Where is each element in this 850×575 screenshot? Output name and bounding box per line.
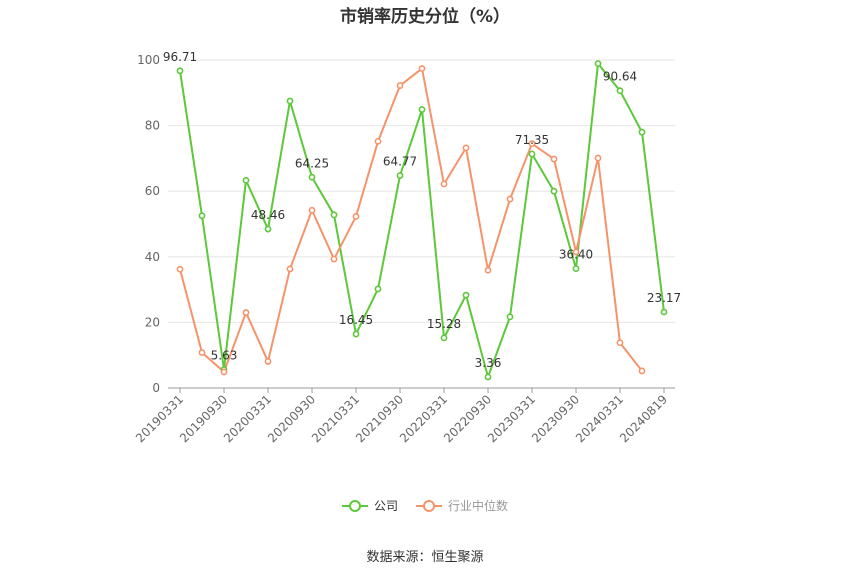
industry-data-point — [506, 195, 514, 203]
y-tick-label: 0 — [152, 381, 160, 395]
industry-data-point — [396, 82, 404, 89]
y-tick-label: 100 — [137, 53, 160, 67]
industry-data-point — [462, 144, 470, 152]
industry-data-point — [198, 349, 206, 356]
company-data-label: 48.46 — [251, 208, 285, 222]
legend-industry-marker — [416, 499, 442, 512]
company-data-point — [550, 187, 558, 195]
company-data-point — [176, 67, 184, 75]
company-data-label: 71.35 — [515, 133, 549, 147]
company-data-label: 96.71 — [163, 50, 197, 64]
company-data-point — [462, 291, 470, 299]
company-data-point — [440, 334, 448, 342]
company-data-point — [396, 172, 404, 179]
company-data-point — [418, 106, 426, 113]
company-data-label: 90.64 — [603, 70, 637, 84]
y-tick-label: 60 — [145, 184, 160, 198]
industry-data-point — [550, 155, 558, 163]
industry-data-point — [176, 265, 184, 273]
company-data-point — [242, 176, 250, 184]
company-data-point — [198, 212, 206, 220]
company-data-point — [374, 285, 382, 293]
legend-item-industry[interactable]: 行业中位数 — [416, 497, 508, 514]
y-tick-label: 40 — [145, 250, 160, 264]
company-data-label: 36.40 — [559, 248, 593, 262]
company-data-label: 16.45 — [339, 313, 373, 327]
company-data-point — [484, 373, 492, 381]
company-data-point — [286, 97, 294, 105]
company-data-label: 15.28 — [427, 317, 461, 331]
industry-data-point — [572, 248, 580, 256]
industry-data-point — [484, 266, 492, 274]
data-labels: 96.71 5.63 48.46 64.25 16.45 64.77 15.28 3.36 71… — [163, 50, 681, 370]
industry-data-point — [242, 309, 250, 316]
industry-data-point — [286, 265, 294, 273]
industry-data-point — [616, 339, 624, 347]
industry-data-point — [308, 206, 316, 214]
company-data-label: 23.17 — [647, 291, 681, 305]
legend-company-marker — [341, 499, 368, 512]
data-source: 数据来源：恒生聚源 — [366, 550, 484, 565]
company-data-point — [572, 265, 580, 273]
company-data-point — [352, 330, 360, 338]
industry-data-point — [330, 255, 338, 263]
legend-item-company[interactable]: 公司 — [341, 497, 398, 514]
industry-data-point — [264, 358, 272, 365]
company-data-point — [528, 150, 536, 158]
legend: 公司 行业中位数 — [0, 497, 850, 514]
y-tick-label: 20 — [145, 315, 160, 329]
company-data-label: 64.25 — [295, 156, 329, 170]
x-tick-label: 20240819 — [617, 392, 670, 445]
legend-label-industry: 行业中位数 — [448, 499, 509, 513]
company-data-point — [638, 128, 646, 136]
company-data-label: 64.77 — [383, 155, 417, 169]
industry-data-point — [352, 213, 360, 220]
company-data-point — [330, 211, 338, 219]
series-points — [176, 60, 668, 381]
company-data-label: 5.63 — [211, 349, 238, 363]
company-data-point — [308, 173, 316, 181]
company-data-label: 3.36 — [475, 356, 502, 370]
industry-data-point — [220, 368, 228, 376]
company-data-point — [264, 225, 272, 233]
line-chart: 0204060801002019033120190930202003312020… — [133, 50, 681, 446]
industry-data-point — [440, 180, 448, 188]
legend-label-company: 公司 — [373, 499, 398, 513]
industry-data-point — [374, 137, 382, 145]
company-data-point — [616, 87, 624, 95]
company-data-point — [506, 313, 514, 321]
industry-series-line — [179, 67, 643, 373]
company-data-point — [594, 60, 602, 68]
industry-data-point — [418, 65, 426, 72]
chart-title: 市销率历史分位（%） — [339, 7, 511, 27]
industry-data-point — [594, 154, 602, 162]
y-tick-label: 80 — [145, 119, 160, 133]
company-data-point — [660, 308, 668, 316]
industry-data-point — [638, 367, 646, 375]
industry-data-point — [528, 140, 536, 148]
